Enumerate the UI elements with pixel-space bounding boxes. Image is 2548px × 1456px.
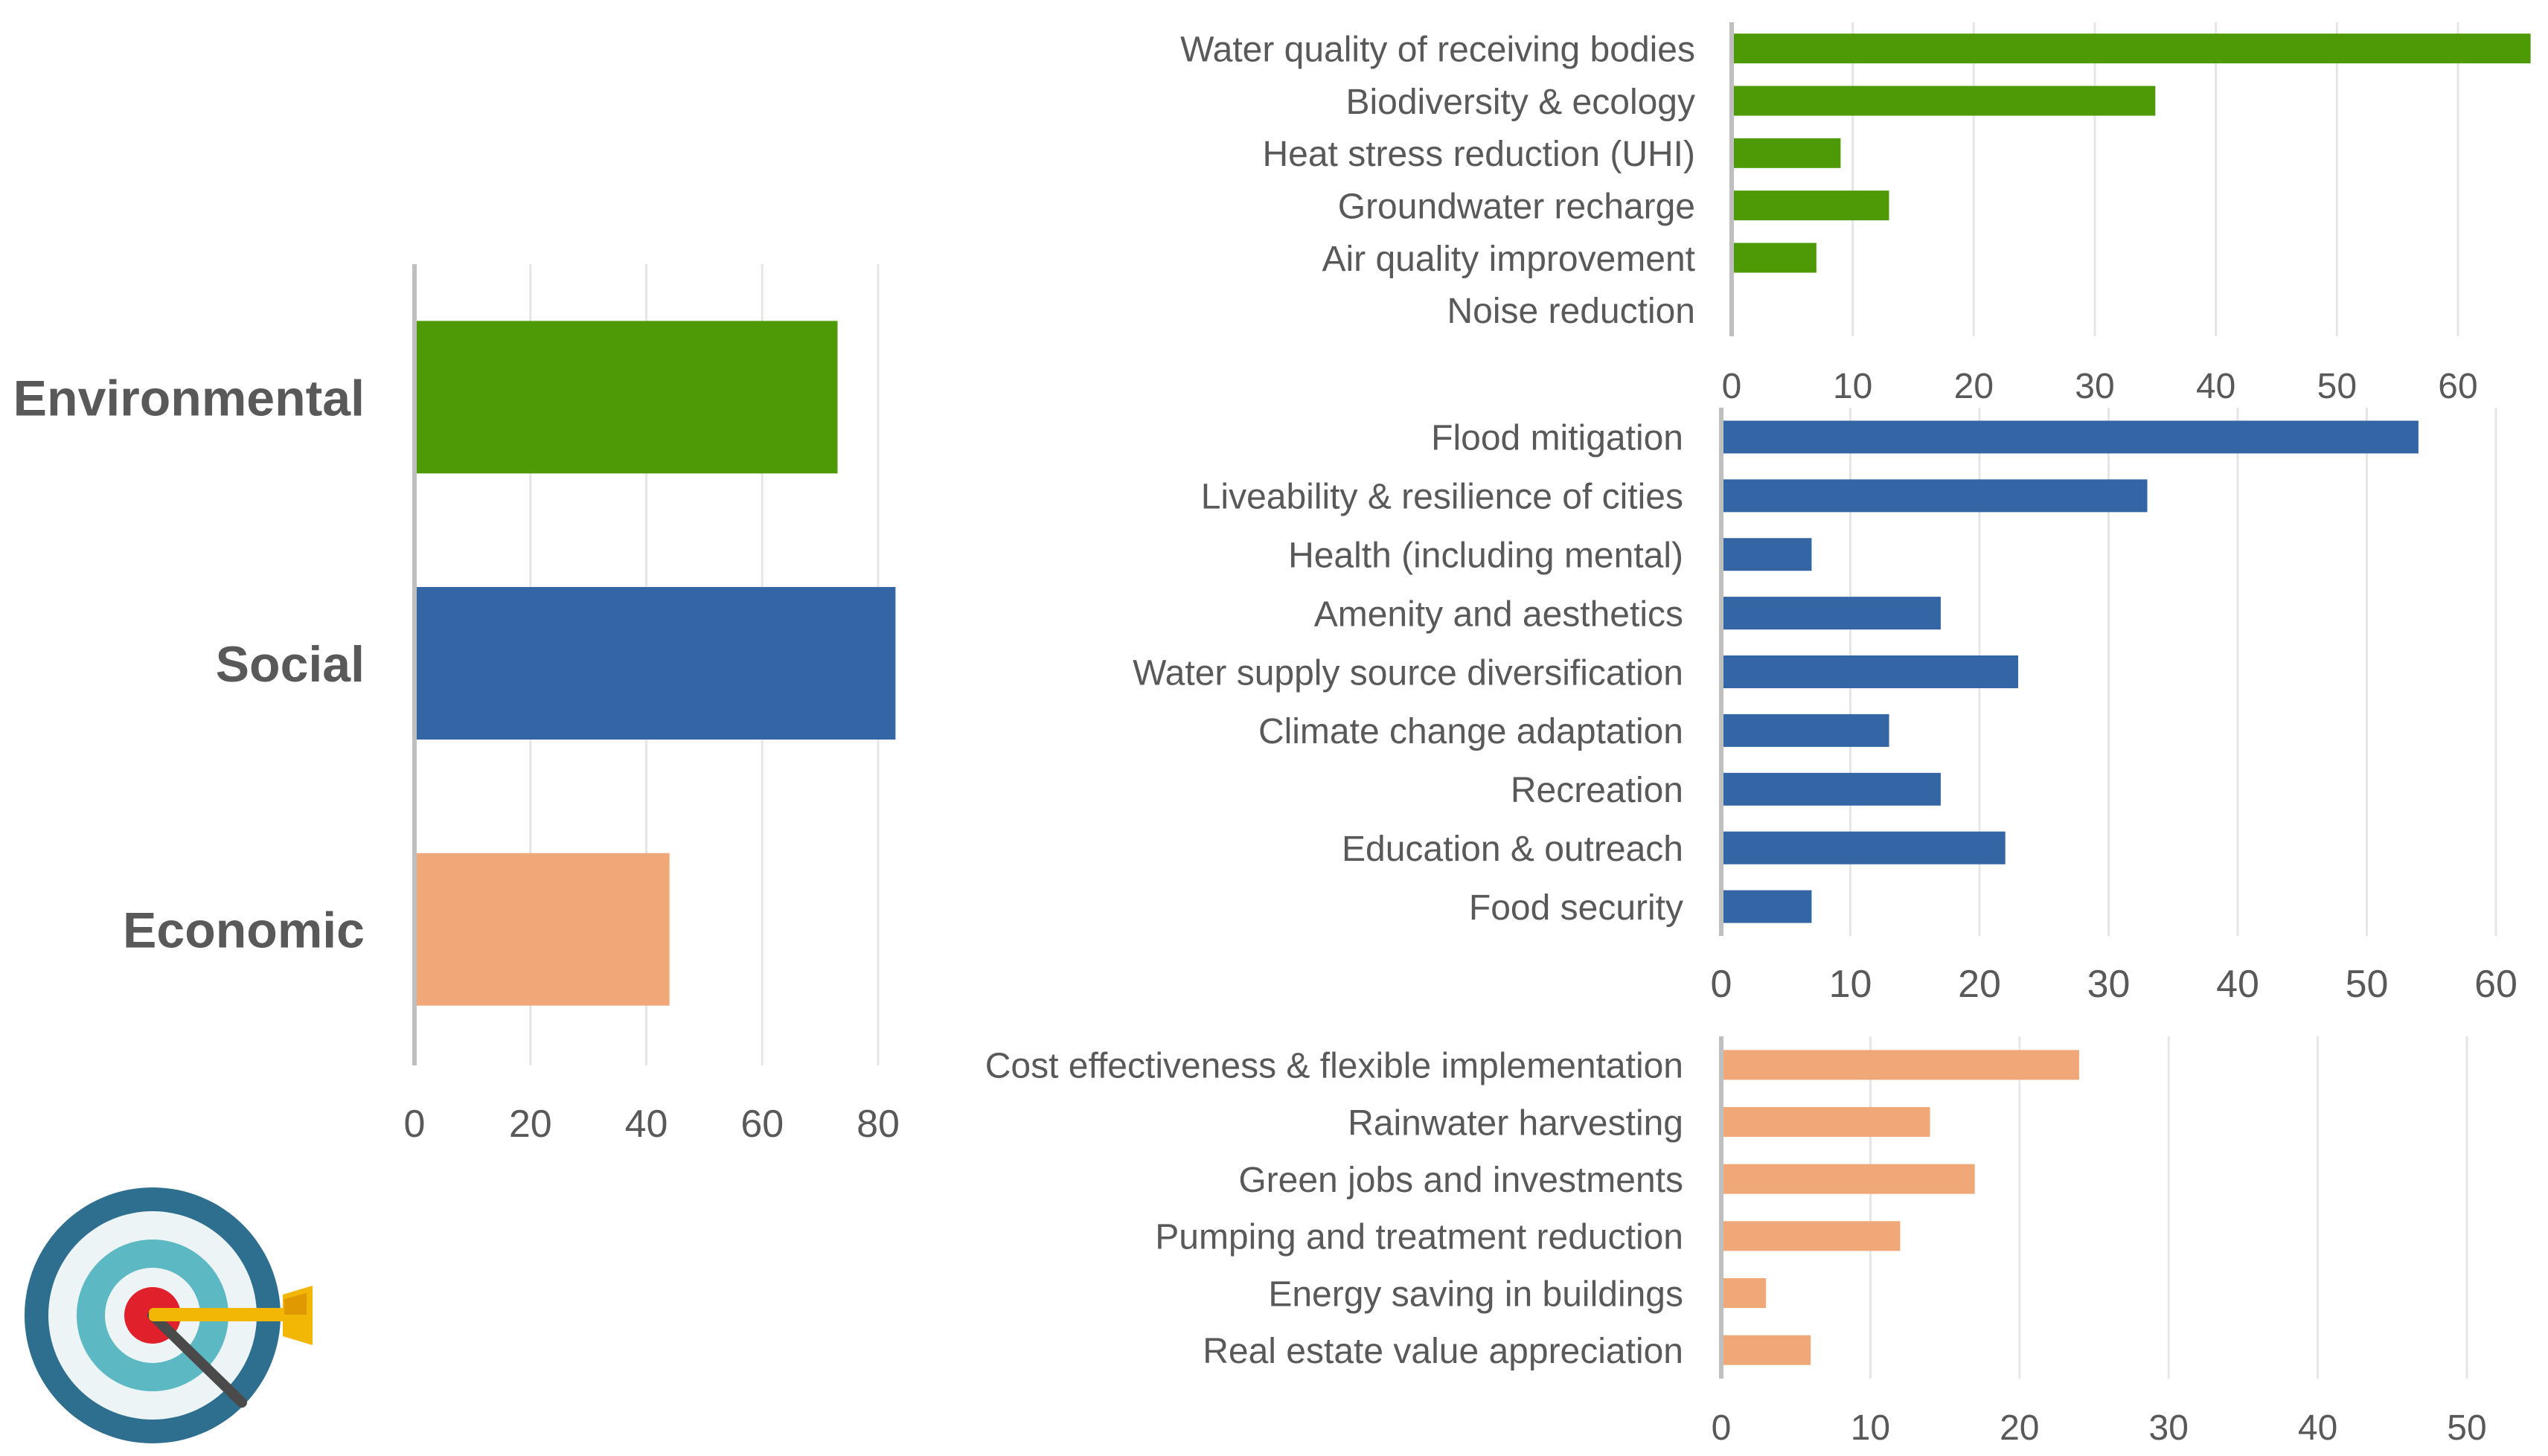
category-label: Cost effectiveness & flexible implementa… [985,1047,1683,1086]
overview-bar-chart: 0 20 40 60 80 Environmental Social Economic [13,264,900,1146]
category-label: Groundwater recharge [1338,187,1695,226]
x-tick-label: 40 [2196,367,2235,406]
category-label: Biodiversity & ecology [1345,83,1695,122]
x-tick-label: 50 [2346,963,2389,1006]
bar [1721,831,2006,865]
x-tick-label: 0 [1722,367,1742,406]
category-label: Environmental [13,370,365,426]
x-tick-label: 30 [2075,367,2114,406]
bar [1721,1050,2079,1080]
bar [1721,772,1941,806]
bar [1732,86,2156,116]
x-tick-label: 0 [1711,963,1732,1006]
bar [1721,890,1812,923]
bar [1732,190,1889,221]
bar [414,853,670,1006]
x-tick-label: 0 [1712,1408,1732,1448]
category-label: Amenity and aesthetics [1314,594,1683,634]
x-tick-label: 20 [1958,963,2001,1006]
category-label: Real estate value appreciation [1203,1332,1683,1371]
bar [414,321,838,474]
bar [414,587,896,740]
x-tick-label: 20 [1954,367,1994,406]
category-label: Flood mitigation [1431,419,1683,458]
x-tick-label: 20 [2000,1408,2039,1448]
category-label: Green jobs and investments [1238,1161,1683,1200]
category-label: Pumping and treatment reduction [1155,1218,1683,1257]
bar [1721,1107,1930,1137]
x-tick-label: 0 [404,1103,426,1146]
environmental-benefits-chart: 0 10 20 30 40 50 60 Water quality of receiving … [1180,22,2531,406]
bar [1721,1278,1767,1308]
category-label: Water quality of receiving bodies [1180,30,1695,69]
x-tick-label: 30 [2149,1408,2189,1448]
x-tick-label: 50 [2447,1408,2486,1448]
x-tick-label: 60 [2438,367,2477,406]
category-label: Air quality improvement [1322,240,1695,279]
x-tick-label: 10 [1833,367,1872,406]
category-label: Food security [1469,888,1683,928]
x-tick-label: 50 [2317,367,2357,406]
bar [1721,1221,1901,1251]
bar [1721,1335,1811,1365]
x-tick-label: 10 [1851,1408,1890,1448]
category-label: Liveability & resilience of cities [1201,478,1683,517]
category-label: Noise reduction [1447,292,1695,331]
bar [1721,713,1889,747]
x-tick-label: 40 [625,1103,668,1146]
bar [1732,33,2531,64]
bar [1732,243,1816,273]
category-label: Energy saving in buildings [1268,1274,1683,1314]
social-benefits-chart: 0 10 20 30 40 50 60 Flood mitigation Liveability… [1133,408,2517,1006]
category-label: Social [216,636,365,693]
bar [1721,479,2148,513]
x-tick-label: 40 [2216,963,2259,1006]
bar [1721,538,1812,571]
category-label: Rainwater harvesting [1348,1103,1683,1143]
category-label: Heat stress reduction (UHI) [1262,135,1695,174]
economic-benefits-chart: 0 10 20 30 40 50 Cost effectiveness & flexible… [985,1036,2487,1448]
category-label: Water supply source diversification [1133,653,1683,693]
bar [1721,597,1941,630]
x-tick-label: 30 [2087,963,2131,1006]
bar [1721,420,2419,454]
category-label: Economic [123,902,365,959]
x-tick-label: 40 [2298,1408,2337,1448]
bar [1721,655,2019,688]
target-dart-icon [25,1187,313,1443]
x-tick-label: 60 [740,1103,784,1146]
x-tick-label: 60 [2474,963,2517,1006]
x-tick-label: 10 [1829,963,1872,1006]
category-label: Recreation [1511,771,1683,810]
bar [1721,1164,1975,1194]
category-label: Health (including mental) [1288,536,1683,576]
x-tick-label: 20 [509,1103,552,1146]
bar [1732,138,1841,168]
category-label: Climate change adaptation [1258,712,1683,751]
x-tick-label: 80 [857,1103,900,1146]
category-label: Education & outreach [1342,830,1683,869]
